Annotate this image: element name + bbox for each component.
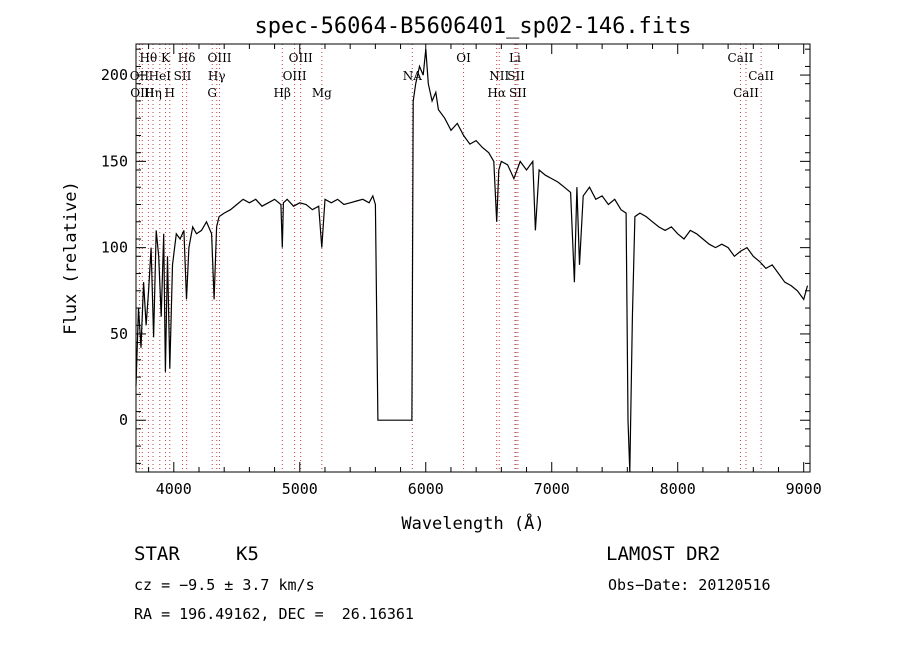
- object-class: STAR: [134, 543, 180, 565]
- line-label: CaII: [728, 51, 754, 65]
- line-label: OIII: [130, 86, 154, 100]
- survey-label: LAMOST DR2: [606, 543, 721, 565]
- line-label: OI: [456, 51, 471, 65]
- line-label: Li: [509, 51, 521, 65]
- coordinates: RA = 196.49162, DEC = 26.16361: [134, 605, 414, 623]
- x-axis-label: Wavelength (Å): [401, 512, 544, 534]
- chart-title: spec-56064-B5606401_sp02-146.fits: [254, 14, 691, 39]
- line-label: SII: [507, 69, 525, 83]
- line-label: OIII: [289, 51, 313, 65]
- x-tick-label: 8000: [660, 480, 696, 498]
- line-label: OIII: [283, 69, 307, 83]
- line-label: CaII: [748, 69, 774, 83]
- line-label: OII: [130, 69, 150, 83]
- line-label: K: [161, 51, 171, 65]
- line-label: CaII: [733, 86, 759, 100]
- y-tick-label: 200: [101, 66, 128, 84]
- line-label: SII: [174, 69, 192, 83]
- y-tick-label: 0: [119, 411, 128, 429]
- x-tick-label: 4000: [156, 480, 192, 498]
- x-tick-label: 7000: [534, 480, 570, 498]
- line-label: G: [207, 86, 217, 100]
- line-label: NII: [489, 69, 509, 83]
- line-label: Hβ: [274, 86, 291, 100]
- line-label: Hδ: [178, 51, 196, 65]
- line-label: Hα: [487, 86, 506, 100]
- line-label: H: [165, 86, 175, 100]
- line-label: Hγ: [208, 69, 226, 83]
- y-tick-label: 50: [110, 325, 128, 343]
- line-label: OIII: [207, 51, 231, 65]
- line-label: HeI: [149, 69, 172, 83]
- x-tick-label: 6000: [408, 480, 444, 498]
- x-tick-label: 9000: [786, 480, 822, 498]
- line-label: Mg: [312, 86, 332, 100]
- line-label: Hη: [144, 86, 162, 100]
- line-label: SII: [509, 86, 527, 100]
- y-tick-label: 100: [101, 239, 128, 257]
- spectrum-line: [135, 49, 809, 473]
- obs-date: Obs−Date: 20120516: [608, 576, 771, 594]
- line-label: NA: [403, 69, 423, 83]
- object-subclass: K5: [236, 543, 259, 565]
- y-tick-label: 150: [101, 152, 128, 170]
- x-tick-label: 5000: [282, 480, 318, 498]
- redshift-readout: cz = −9.5 ± 3.7 km/s: [134, 576, 315, 594]
- line-label: Hθ: [139, 51, 157, 65]
- y-axis-label: Flux (relative): [61, 181, 81, 335]
- plot-frame: [135, 43, 811, 473]
